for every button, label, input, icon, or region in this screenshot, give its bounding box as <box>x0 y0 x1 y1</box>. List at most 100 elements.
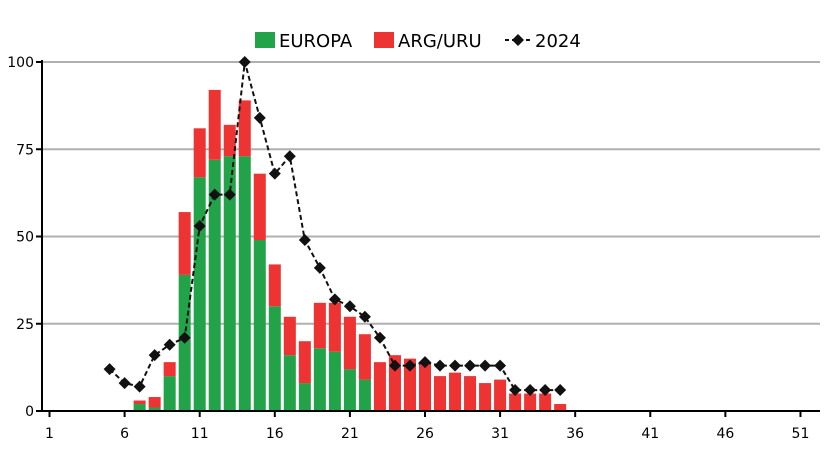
bar-europa-21 <box>343 369 356 411</box>
bar-arg-uru-13 <box>223 124 236 157</box>
bar-arg-uru-25 <box>403 358 416 411</box>
point-2024-11 <box>193 220 206 233</box>
legend-label-2024: 2024 <box>535 31 581 52</box>
x-tick-label-6: 6 <box>120 426 129 442</box>
legend-swatch-arg-uru <box>374 32 394 48</box>
x-tick-label-31: 31 <box>491 426 509 442</box>
point-2024-32 <box>509 384 522 397</box>
bar-arg-uru-18 <box>298 341 311 384</box>
x-tick-label-46: 46 <box>716 426 734 442</box>
bar-arg-uru-8 <box>148 397 161 408</box>
point-2024-25 <box>403 359 416 372</box>
bar-arg-uru-12 <box>208 89 221 160</box>
legend-label-europa: EUROPA <box>279 31 353 52</box>
y-tick-label-75: 75 <box>16 142 34 158</box>
y-tick-label-50: 50 <box>16 230 34 246</box>
point-2024-15 <box>253 111 266 124</box>
point-2024-31 <box>494 359 507 372</box>
bar-arg-uru-31 <box>494 379 507 411</box>
bar-arg-uru-34 <box>539 393 552 411</box>
axes <box>36 60 820 417</box>
point-2024-27 <box>434 359 447 372</box>
bar-arg-uru-24 <box>388 355 401 411</box>
x-tick-label-51: 51 <box>792 426 810 442</box>
y-tick-label-100: 100 <box>7 55 34 71</box>
point-2024-7 <box>133 380 146 393</box>
bar-arg-uru-33 <box>524 393 537 411</box>
bar-arg-uru-29 <box>464 376 477 411</box>
bar-europa-9 <box>163 376 176 411</box>
x-tick-labels: 1 6 11 16 21 26 31 36 41 46 51 <box>45 426 809 442</box>
point-2024-9 <box>163 338 176 351</box>
bar-arg-uru-32 <box>509 393 522 411</box>
point-2024-8 <box>148 349 161 362</box>
point-2024-33 <box>524 384 537 397</box>
bar-arg-uru-26 <box>418 362 431 411</box>
point-2024-28 <box>449 359 462 372</box>
bar-europa-19 <box>313 348 326 411</box>
bar-arg-uru-16 <box>268 264 281 307</box>
gridlines <box>42 61 820 325</box>
point-2024-29 <box>464 359 477 372</box>
legend-marker-2024 <box>512 34 524 46</box>
point-2024-19 <box>313 261 326 274</box>
bar-arg-uru-28 <box>449 372 462 411</box>
y-tick-label-0: 0 <box>25 404 34 420</box>
legend: EUROPA ARG/URU 2024 <box>255 31 581 52</box>
bar-arg-uru-27 <box>434 376 447 411</box>
bar-series <box>133 89 567 411</box>
point-2024-18 <box>298 233 311 246</box>
bar-arg-uru-20 <box>328 302 341 352</box>
x-tick-label-16: 16 <box>266 426 284 442</box>
point-2024-26 <box>418 356 431 369</box>
point-2024-35 <box>554 384 567 397</box>
y-tick-labels: 0 25 50 75 100 <box>7 55 34 420</box>
bar-europa-13 <box>223 156 236 411</box>
x-tick-label-26: 26 <box>416 426 434 442</box>
line-series <box>103 56 567 397</box>
point-2024-10 <box>178 331 191 344</box>
point-2024-22 <box>358 310 371 323</box>
bar-arg-uru-19 <box>313 302 326 349</box>
bar-europa-12 <box>208 159 221 411</box>
bar-europa-18 <box>298 383 311 411</box>
point-2024-34 <box>539 384 552 397</box>
point-2024-12 <box>208 188 221 201</box>
y-tick-label-25: 25 <box>16 317 34 333</box>
bar-arg-uru-35 <box>554 404 567 411</box>
bar-europa-20 <box>328 351 341 411</box>
point-2024-24 <box>388 359 401 372</box>
bar-arg-uru-15 <box>253 173 266 240</box>
bar-europa-17 <box>283 355 296 411</box>
bar-europa-22 <box>358 379 371 411</box>
point-2024-14 <box>238 56 251 68</box>
x-tick-label-21: 21 <box>341 426 359 442</box>
bar-europa-14 <box>238 156 251 411</box>
bar-arg-uru-14 <box>238 100 251 157</box>
point-2024-16 <box>268 167 281 180</box>
point-2024-23 <box>373 331 386 344</box>
bar-arg-uru-9 <box>163 362 176 377</box>
bar-europa-15 <box>253 239 266 411</box>
bar-arg-uru-10 <box>178 212 191 275</box>
x-tick-label-41: 41 <box>641 426 659 442</box>
bar-arg-uru-23 <box>373 362 386 411</box>
bar-europa-16 <box>268 306 281 411</box>
point-2024-21 <box>343 300 356 313</box>
point-2024-30 <box>479 359 492 372</box>
x-tick-label-1: 1 <box>45 426 54 442</box>
bar-europa-8 <box>148 407 161 411</box>
point-2024-5 <box>103 363 116 376</box>
bar-arg-uru-7 <box>133 400 146 405</box>
point-2024-6 <box>118 377 131 390</box>
bar-europa-7 <box>133 404 146 411</box>
bar-europa-11 <box>193 177 206 411</box>
point-2024-17 <box>283 150 296 163</box>
legend-label-arg-uru: ARG/URU <box>398 31 482 52</box>
point-2024-20 <box>328 293 341 306</box>
x-tick-label-11: 11 <box>191 426 209 442</box>
point-2024-13 <box>223 188 236 201</box>
legend-swatch-europa <box>255 32 275 48</box>
x-tick-label-36: 36 <box>566 426 584 442</box>
